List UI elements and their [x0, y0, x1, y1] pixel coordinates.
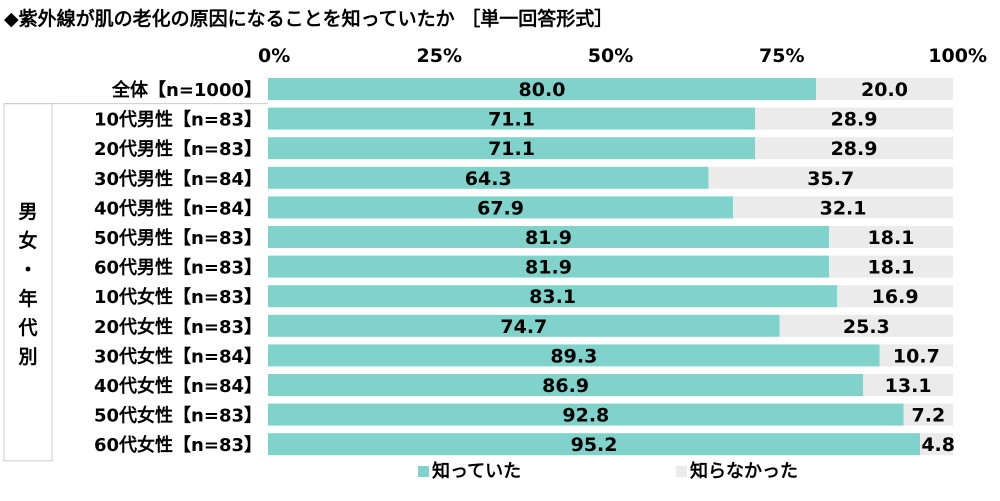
bar-knew	[268, 255, 830, 278]
bar-knew	[268, 226, 830, 248]
value-label-didnt-know: 13.1	[885, 375, 932, 397]
bar-knew	[268, 166, 709, 189]
category-label: 20代女性【n=83】	[94, 316, 262, 338]
value-label-knew: 81.9	[525, 227, 572, 249]
group-bracket	[3, 103, 53, 462]
bar-didnt-know	[879, 344, 953, 367]
bars	[268, 78, 953, 456]
bar-didnt-know	[863, 374, 953, 396]
bar-knew	[268, 344, 880, 367]
value-label-didnt-know: 25.3	[843, 316, 890, 338]
category-label: 30代男性【n=84】	[94, 168, 262, 190]
group-label-char: 代	[17, 317, 37, 339]
x-tick-label: 50%	[588, 45, 633, 67]
value-label-didnt-know: 18.1	[868, 257, 915, 279]
value-label-knew: 83.1	[529, 286, 576, 308]
value-label-didnt-know: 4.8	[921, 434, 955, 456]
category-label: 60代男性【n=83】	[94, 257, 262, 279]
bar-didnt-know	[903, 403, 953, 426]
legend-swatch	[418, 466, 429, 477]
category-label: 40代女性【n=84】	[94, 375, 262, 397]
bar-didnt-know	[829, 226, 953, 248]
legend-item-didnt-know: 知らなかった	[690, 460, 798, 482]
value-label-didnt-know: 18.1	[868, 227, 915, 249]
bar-didnt-know	[920, 433, 953, 456]
bar-knew	[268, 374, 864, 396]
value-label-knew: 89.3	[550, 345, 597, 367]
bar-knew	[268, 137, 756, 160]
value-label-knew: 64.3	[465, 168, 512, 190]
category-label: 10代男性【n=83】	[94, 109, 262, 131]
value-label-knew: 92.8	[562, 405, 609, 427]
value-label-knew: 74.7	[500, 316, 547, 338]
bar-knew	[268, 285, 838, 308]
bar-knew	[268, 196, 734, 219]
bar-knew	[268, 78, 816, 100]
category-label: 10代女性【n=83】	[94, 286, 262, 308]
value-label-didnt-know: 16.9	[872, 286, 919, 308]
category-label: 30代女性【n=84】	[94, 345, 262, 367]
bar-didnt-know	[779, 314, 953, 337]
value-label-didnt-know: 28.9	[831, 109, 878, 131]
value-label-didnt-know: 35.7	[807, 168, 854, 190]
category-label: 20代男性【n=83】	[94, 138, 262, 160]
legend-item-knew: 知っていた	[432, 460, 521, 482]
value-label-didnt-know: 7.2	[912, 405, 946, 427]
value-label-knew: 95.2	[571, 434, 618, 456]
bar-didnt-know	[816, 78, 953, 100]
category-label: 40代男性【n=84】	[94, 197, 262, 219]
category-label: 全体【n=1000】	[111, 79, 262, 101]
category-label: 50代女性【n=83】	[94, 405, 262, 427]
value-label-didnt-know: 28.9	[831, 138, 878, 160]
x-tick-label: 75%	[759, 45, 804, 67]
bar-didnt-know	[829, 255, 953, 278]
x-tick-label: 25%	[417, 45, 462, 67]
value-label-didnt-know: 10.7	[893, 345, 940, 367]
category-label: 60代女性【n=83】	[94, 434, 262, 456]
bar-didnt-know	[733, 196, 953, 219]
group-label-char: ・	[18, 259, 37, 281]
legend-swatch	[676, 466, 687, 477]
bar-knew	[268, 403, 904, 426]
labels: 男女・年代別 全体【n=1000】 80.0 20.0 10代男性【n=83】 71.1 2…	[3, 79, 955, 462]
bar-didnt-know	[708, 166, 953, 189]
group-label-char: 男	[18, 201, 37, 223]
bar-knew	[268, 314, 780, 337]
category-label: 50代男性【n=83】	[94, 227, 262, 249]
bar-knew	[268, 433, 921, 456]
x-tick-label: 0%	[258, 45, 290, 67]
bar-didnt-know	[755, 107, 953, 130]
value-label-didnt-know: 20.0	[861, 79, 908, 101]
bar-didnt-know	[755, 137, 953, 160]
legend: 知っていた 知らなかった	[418, 460, 798, 482]
value-label-knew: 67.9	[477, 197, 524, 219]
value-label-knew: 71.1	[488, 109, 535, 131]
value-label-didnt-know: 32.1	[820, 197, 867, 219]
value-label-knew: 80.0	[519, 79, 566, 101]
bar-knew	[268, 107, 756, 130]
chart-title: ◆紫外線が肌の老化の原因になることを知っていたか ［単一回答形式］	[4, 8, 614, 30]
value-label-knew: 86.9	[542, 375, 589, 397]
value-label-knew: 81.9	[525, 257, 572, 279]
bar-didnt-know	[837, 285, 953, 308]
group-label-char: 女	[18, 229, 37, 252]
x-axis-ticks: 0% 25% 50% 75% 100%	[258, 45, 987, 67]
x-tick-label: 100%	[928, 45, 987, 67]
value-label-knew: 71.1	[488, 138, 535, 160]
group-label-char: 別	[18, 346, 37, 368]
group-label-char: 年	[18, 287, 37, 310]
